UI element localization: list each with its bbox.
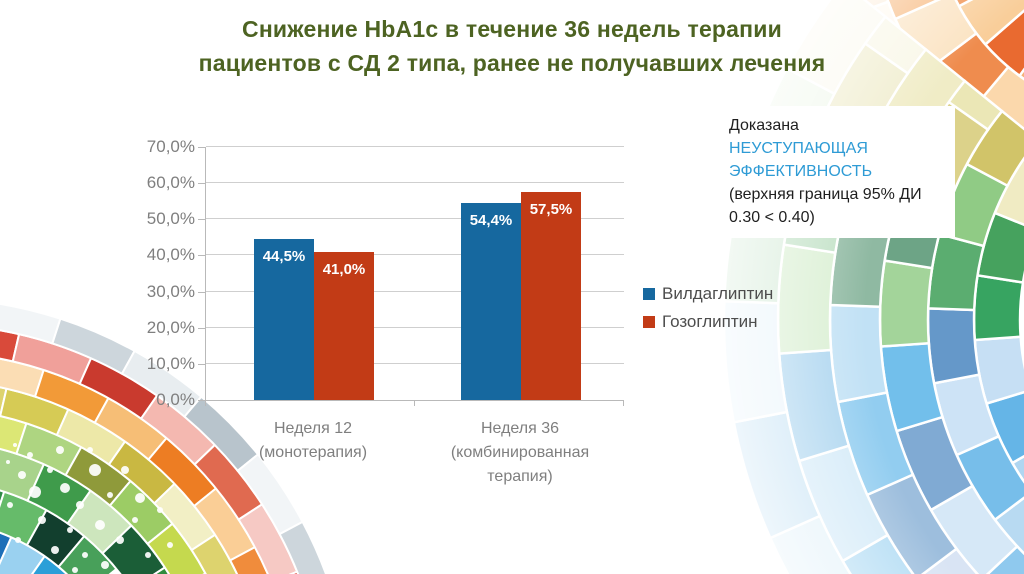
y-axis-tick bbox=[198, 219, 205, 221]
x-axis-tick bbox=[414, 401, 415, 406]
y-axis-tick-label: 40,0% bbox=[146, 245, 195, 265]
x-axis-tick bbox=[205, 401, 206, 406]
gridline bbox=[206, 290, 624, 292]
y-axis-tick bbox=[198, 183, 205, 185]
plot-area: 44,5% 54,4% 41,0% 57,5% bbox=[205, 146, 624, 401]
y-axis-tick-label: 70,0% bbox=[146, 137, 195, 156]
y-axis-tick bbox=[198, 400, 205, 401]
legend-swatch-vildagliptin-icon bbox=[643, 288, 655, 300]
y-axis-tick-label: 0,0% bbox=[156, 390, 195, 409]
bar-data-label: 54,4% bbox=[469, 212, 513, 230]
y-axis-tick-label: 30,0% bbox=[146, 281, 195, 301]
legend-item-vildagliptin: Вилдаглиптин bbox=[643, 284, 773, 304]
callout-emphasis-line1: НЕУСТУПАЮЩАЯ bbox=[729, 140, 868, 157]
bar-gozogliptin-week12: 41,0% bbox=[314, 251, 374, 400]
chart-legend: Вилдаглиптин Гозоглиптин bbox=[643, 284, 773, 340]
gridline bbox=[206, 326, 624, 328]
y-axis-tick bbox=[198, 363, 205, 365]
y-axis-tick-label: 60,0% bbox=[146, 173, 195, 193]
bar-data-label: 41,0% bbox=[322, 260, 366, 278]
gridline bbox=[206, 182, 624, 184]
gridline bbox=[206, 362, 624, 364]
y-axis-tick-label: 20,0% bbox=[146, 317, 195, 337]
bar-gozogliptin-week36: 57,5% bbox=[521, 192, 581, 400]
legend-swatch-gozogliptin-icon bbox=[643, 316, 655, 328]
bar-vildagliptin-week12: 44,5% bbox=[254, 239, 314, 400]
y-axis-tick bbox=[198, 291, 205, 293]
gridline bbox=[206, 254, 624, 256]
callout-detail: (верхняя граница 95% ДИ 0.30 < 0.40) bbox=[729, 186, 922, 226]
legend-label-vildagliptin: Вилдаглиптин bbox=[662, 284, 774, 303]
gridline bbox=[206, 146, 624, 147]
x-axis-category-week12: Неделя 12 (монотерапия) bbox=[258, 420, 368, 461]
x-axis-tick bbox=[623, 401, 624, 406]
bar-data-label: 57,5% bbox=[529, 201, 573, 219]
efficacy-callout-box: Доказана НЕУСТУПАЮЩАЯ ЭФФЕКТИВНОСТЬ (вер… bbox=[718, 107, 954, 237]
y-axis-tick-label: 10,0% bbox=[146, 353, 195, 373]
y-axis-tick bbox=[198, 147, 205, 148]
callout-emphasis-line2: ЭФФЕКТИВНОСТЬ bbox=[729, 163, 873, 180]
y-axis-tick bbox=[198, 255, 205, 257]
legend-label-gozogliptin: Гозоглиптин bbox=[662, 312, 758, 331]
gridline bbox=[206, 218, 624, 220]
legend-item-gozogliptin: Гозоглиптин bbox=[643, 312, 773, 332]
callout-intro: Доказана bbox=[729, 117, 799, 134]
bar-vildagliptin-week36: 54,4% bbox=[461, 203, 521, 400]
y-axis-tick bbox=[198, 327, 205, 329]
x-axis-category-week36: Неделя 36 (комбинированная терапия) bbox=[450, 420, 590, 485]
y-axis-tick-label: 50,0% bbox=[146, 209, 195, 229]
slide-title: Снижение HbA1c в течение 36 недель терап… bbox=[198, 16, 826, 76]
bar-data-label: 44,5% bbox=[262, 248, 306, 266]
